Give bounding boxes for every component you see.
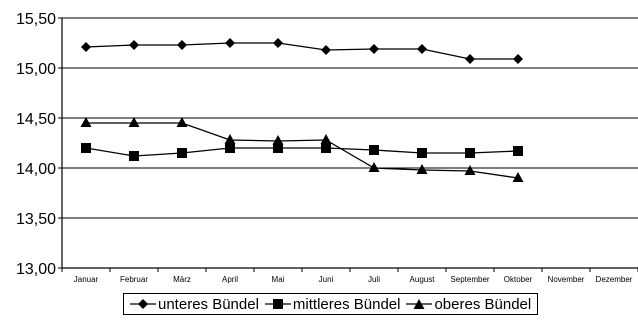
data-point-triangle xyxy=(272,135,284,145)
data-point-diamond xyxy=(417,44,427,54)
diamond-marker-icon xyxy=(130,299,156,309)
legend-item-mittleres: mittleres Bündel xyxy=(264,295,401,313)
line-chart: 13,00 13,50 14,00 14,50 15,00 15,50 Januar Feb… xyxy=(16,11,638,284)
data-point-diamond xyxy=(81,42,91,52)
legend-item-oberes: oberes Bündel xyxy=(406,296,531,313)
series-triangle xyxy=(80,117,524,182)
series-square xyxy=(81,143,523,161)
triangle-marker-icon xyxy=(406,299,433,309)
data-point-triangle xyxy=(320,134,332,144)
x-tick-label: November xyxy=(548,275,585,284)
series-line xyxy=(86,122,519,179)
data-point-triangle xyxy=(464,165,476,175)
series-lines xyxy=(80,38,524,182)
axes xyxy=(58,17,638,272)
series-line xyxy=(85,42,518,60)
legend: unteres Bündel mittleres Bündel oberes B… xyxy=(123,293,539,315)
series-diamond xyxy=(81,38,523,64)
grid-lines xyxy=(62,17,638,269)
y-tick-label: 15,50 xyxy=(16,11,56,28)
legend-label: mittleres Bündel xyxy=(292,295,401,313)
data-point-square xyxy=(465,148,475,158)
x-tick-label: Mai xyxy=(272,275,285,284)
square-marker-icon xyxy=(264,299,291,309)
data-point-triangle xyxy=(128,117,140,127)
data-point-square xyxy=(225,143,235,153)
x-tick-label: April xyxy=(222,275,238,284)
data-point-diamond xyxy=(273,38,283,48)
y-tick-label: 15,00 xyxy=(16,61,56,78)
x-tick-label: Februar xyxy=(120,275,148,284)
x-tick-label: August xyxy=(410,275,436,284)
x-tick-label: Januar xyxy=(74,275,99,284)
legend-label: unteres Bündel xyxy=(158,295,259,313)
data-point-square xyxy=(129,151,139,161)
data-point-triangle xyxy=(368,162,380,172)
data-point-diamond xyxy=(321,45,331,55)
data-point-square xyxy=(417,148,427,158)
x-tick-label: Dezember xyxy=(596,275,633,284)
x-tick-label: März xyxy=(173,275,191,284)
y-tick-label: 13,00 xyxy=(16,261,56,278)
legend-item-unteres: unteres Bündel xyxy=(130,296,259,313)
x-tick-label: September xyxy=(450,275,489,284)
data-point-square xyxy=(369,145,379,155)
y-tick-label: 14,50 xyxy=(16,111,56,128)
y-tick-label: 13,50 xyxy=(16,211,56,228)
y-tick-label: 14,00 xyxy=(16,161,56,178)
data-point-triangle xyxy=(176,117,188,127)
x-tick-label: Juni xyxy=(319,275,334,284)
data-point-diamond xyxy=(177,40,187,50)
data-point-triangle xyxy=(512,172,524,182)
data-point-triangle xyxy=(416,164,428,174)
x-tick-label: Juli xyxy=(368,275,380,284)
x-tick-labels: Januar Februar März April Mai Juni Juli August S… xyxy=(74,275,633,284)
data-point-square xyxy=(273,143,283,153)
data-point-diamond xyxy=(513,54,523,64)
x-tick-label: Oktober xyxy=(504,275,533,284)
data-point-triangle xyxy=(224,134,236,144)
data-point-triangle xyxy=(80,117,92,127)
data-point-square xyxy=(513,146,523,156)
data-point-square xyxy=(177,148,187,158)
legend-label: oberes Bündel xyxy=(434,295,532,313)
series-line xyxy=(85,147,519,157)
data-point-square xyxy=(321,143,331,153)
data-point-diamond xyxy=(225,38,235,48)
data-point-diamond xyxy=(465,54,475,64)
data-point-diamond xyxy=(369,44,379,54)
y-tick-labels: 13,00 13,50 14,00 14,50 15,00 15,50 xyxy=(16,11,56,278)
data-point-square xyxy=(81,143,91,153)
data-point-diamond xyxy=(129,40,139,50)
